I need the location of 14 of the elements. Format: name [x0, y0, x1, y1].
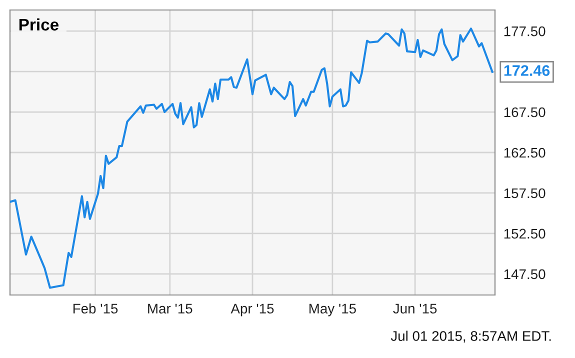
text: Price	[19, 18, 59, 31]
y-tick-label: 147.50	[504, 269, 546, 280]
y-tick-label: 152.50	[504, 228, 546, 239]
x-tick-label: Jun '15	[393, 304, 437, 314]
x-tick-label: Mar '15	[148, 304, 192, 314]
y-tick-label: 177.50	[504, 26, 546, 36]
y-tick-label: 167.50	[504, 107, 546, 118]
text: Jul 01 2015, 8:57AM EDT.	[390, 330, 551, 343]
y-tick-label: 162.50	[504, 148, 546, 158]
y-tick-label: 157.50	[504, 188, 546, 198]
x-tick-label: Apr '15	[230, 304, 274, 316]
x-tick-label: Feb '15	[73, 303, 118, 314]
x-tick-label: May '15	[309, 304, 356, 316]
annotation: 172.46	[504, 65, 550, 76]
